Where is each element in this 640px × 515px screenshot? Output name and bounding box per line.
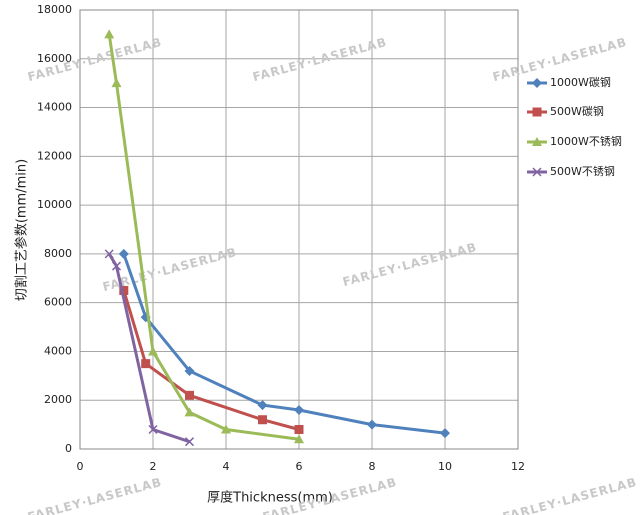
marker	[119, 285, 129, 295]
x-axis-label: 厚度Thickness(mm)	[207, 490, 333, 506]
y-tick-label: 4000	[44, 344, 72, 357]
x-tick-label: 4	[223, 460, 230, 473]
legend-marker	[532, 78, 542, 88]
y-tick-label: 8000	[44, 247, 72, 260]
marker	[104, 29, 115, 39]
series-line	[107, 34, 300, 441]
marker	[141, 359, 151, 369]
y-tick-label: 0	[65, 442, 72, 455]
series-line	[107, 253, 190, 444]
marker	[104, 249, 114, 259]
x-tick-label: 2	[150, 460, 157, 473]
legend-marker	[532, 167, 542, 177]
marker	[257, 400, 268, 411]
marker	[111, 78, 122, 88]
legend-marker	[532, 137, 542, 146]
marker	[258, 415, 267, 425]
marker	[294, 424, 304, 434]
x-tick-label: 10	[438, 460, 452, 473]
marker	[148, 424, 158, 435]
marker	[294, 434, 304, 444]
legend-marker	[532, 107, 542, 117]
y-tick-label: 6000	[44, 296, 72, 309]
marker	[221, 424, 231, 434]
marker	[184, 365, 195, 376]
x-tick-label: 0	[77, 460, 84, 473]
marker	[367, 419, 377, 430]
y-tick-label: 18000	[37, 3, 72, 16]
plot-border	[79, 9, 519, 450]
y-tick-label: 16000	[37, 52, 72, 65]
marker	[111, 261, 122, 271]
y-axis-label: 切割工艺参数(mm/min)	[14, 159, 30, 301]
marker	[118, 248, 129, 259]
y-tick-label: 12000	[37, 149, 72, 162]
marker	[184, 407, 195, 417]
legend-label: 1000W碳钢	[550, 75, 611, 89]
x-tick-label: 8	[369, 460, 376, 473]
marker	[185, 390, 194, 400]
legend-label: 500W不锈钢	[550, 165, 615, 178]
x-tick-label: 6	[296, 460, 303, 473]
y-tick-label: 10000	[37, 198, 72, 211]
y-tick-label: 14000	[37, 101, 72, 114]
marker	[294, 404, 304, 415]
marker	[148, 346, 158, 356]
legend-label: 1000W不锈钢	[550, 135, 622, 148]
x-tick-label: 12	[511, 460, 525, 473]
marker	[440, 428, 450, 439]
y-tick-label: 2000	[44, 393, 72, 406]
legend-label: 500W碳钢	[550, 104, 604, 118]
marker	[184, 437, 195, 447]
